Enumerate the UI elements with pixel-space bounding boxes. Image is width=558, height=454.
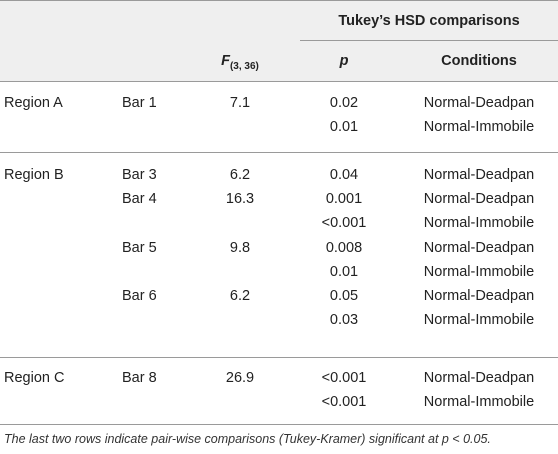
p-value-cell: 0.03 bbox=[329, 312, 359, 328]
condition-cell: Normal-Immobile bbox=[423, 394, 535, 410]
condition-cell: Normal-Deadpan bbox=[423, 95, 535, 111]
condition-cell: Normal-Immobile bbox=[423, 215, 535, 231]
bar-cell: Bar 5 bbox=[122, 240, 157, 256]
top-rule bbox=[0, 0, 558, 1]
region-cell: Region C bbox=[4, 370, 65, 386]
group-title: Tukey’s HSD comparisons bbox=[338, 13, 520, 29]
f-header: F(3, 36) bbox=[190, 52, 290, 76]
condition-cell: Normal-Immobile bbox=[423, 264, 535, 280]
condition-cell: Normal-Immobile bbox=[423, 312, 535, 328]
condition-cell: Normal-Deadpan bbox=[423, 191, 535, 207]
p-value-cell: <0.001 bbox=[321, 215, 367, 231]
bar-cell: Bar 8 bbox=[122, 370, 157, 386]
region-cell: Region A bbox=[4, 95, 63, 111]
conditions-header: Conditions bbox=[441, 53, 517, 69]
f-label: F bbox=[221, 53, 230, 69]
p-value-cell: 0.01 bbox=[329, 119, 359, 135]
p-value-cell: 0.04 bbox=[329, 167, 359, 183]
table-footnote: The last two rows indicate pair-wise com… bbox=[4, 432, 491, 446]
f-subscript: (3, 36) bbox=[229, 60, 259, 72]
f-value-cell: 6.2 bbox=[229, 167, 251, 183]
f-value-cell: 16.3 bbox=[225, 191, 255, 207]
group-header-rule bbox=[300, 40, 558, 41]
p-value-cell: <0.001 bbox=[321, 370, 367, 386]
condition-cell: Normal-Deadpan bbox=[423, 167, 535, 183]
p-value-cell: 0.02 bbox=[329, 95, 359, 111]
p-header: p bbox=[339, 53, 349, 69]
f-value-cell: 7.1 bbox=[229, 95, 251, 111]
bar-cell: Bar 6 bbox=[122, 288, 157, 304]
header-bottom-rule bbox=[0, 81, 558, 82]
region-cell: Region B bbox=[4, 167, 64, 183]
bar-cell: Bar 3 bbox=[122, 167, 157, 183]
p-value-cell: 0.008 bbox=[325, 240, 363, 256]
region-a-rule bbox=[0, 152, 558, 153]
table-bottom-rule bbox=[0, 424, 558, 425]
p-value-cell: 0.001 bbox=[325, 191, 363, 207]
condition-cell: Normal-Immobile bbox=[423, 119, 535, 135]
condition-cell: Normal-Deadpan bbox=[423, 288, 535, 304]
p-value-cell: 0.05 bbox=[329, 288, 359, 304]
condition-cell: Normal-Deadpan bbox=[423, 370, 535, 386]
region-b-rule bbox=[0, 357, 558, 358]
f-value-cell: 26.9 bbox=[225, 370, 255, 386]
f-value-cell: 6.2 bbox=[229, 288, 251, 304]
bar-cell: Bar 1 bbox=[122, 95, 157, 111]
bar-cell: Bar 4 bbox=[122, 191, 157, 207]
p-value-cell: 0.01 bbox=[329, 264, 359, 280]
p-value-cell: <0.001 bbox=[321, 394, 367, 410]
f-value-cell: 9.8 bbox=[229, 240, 251, 256]
condition-cell: Normal-Deadpan bbox=[423, 240, 535, 256]
